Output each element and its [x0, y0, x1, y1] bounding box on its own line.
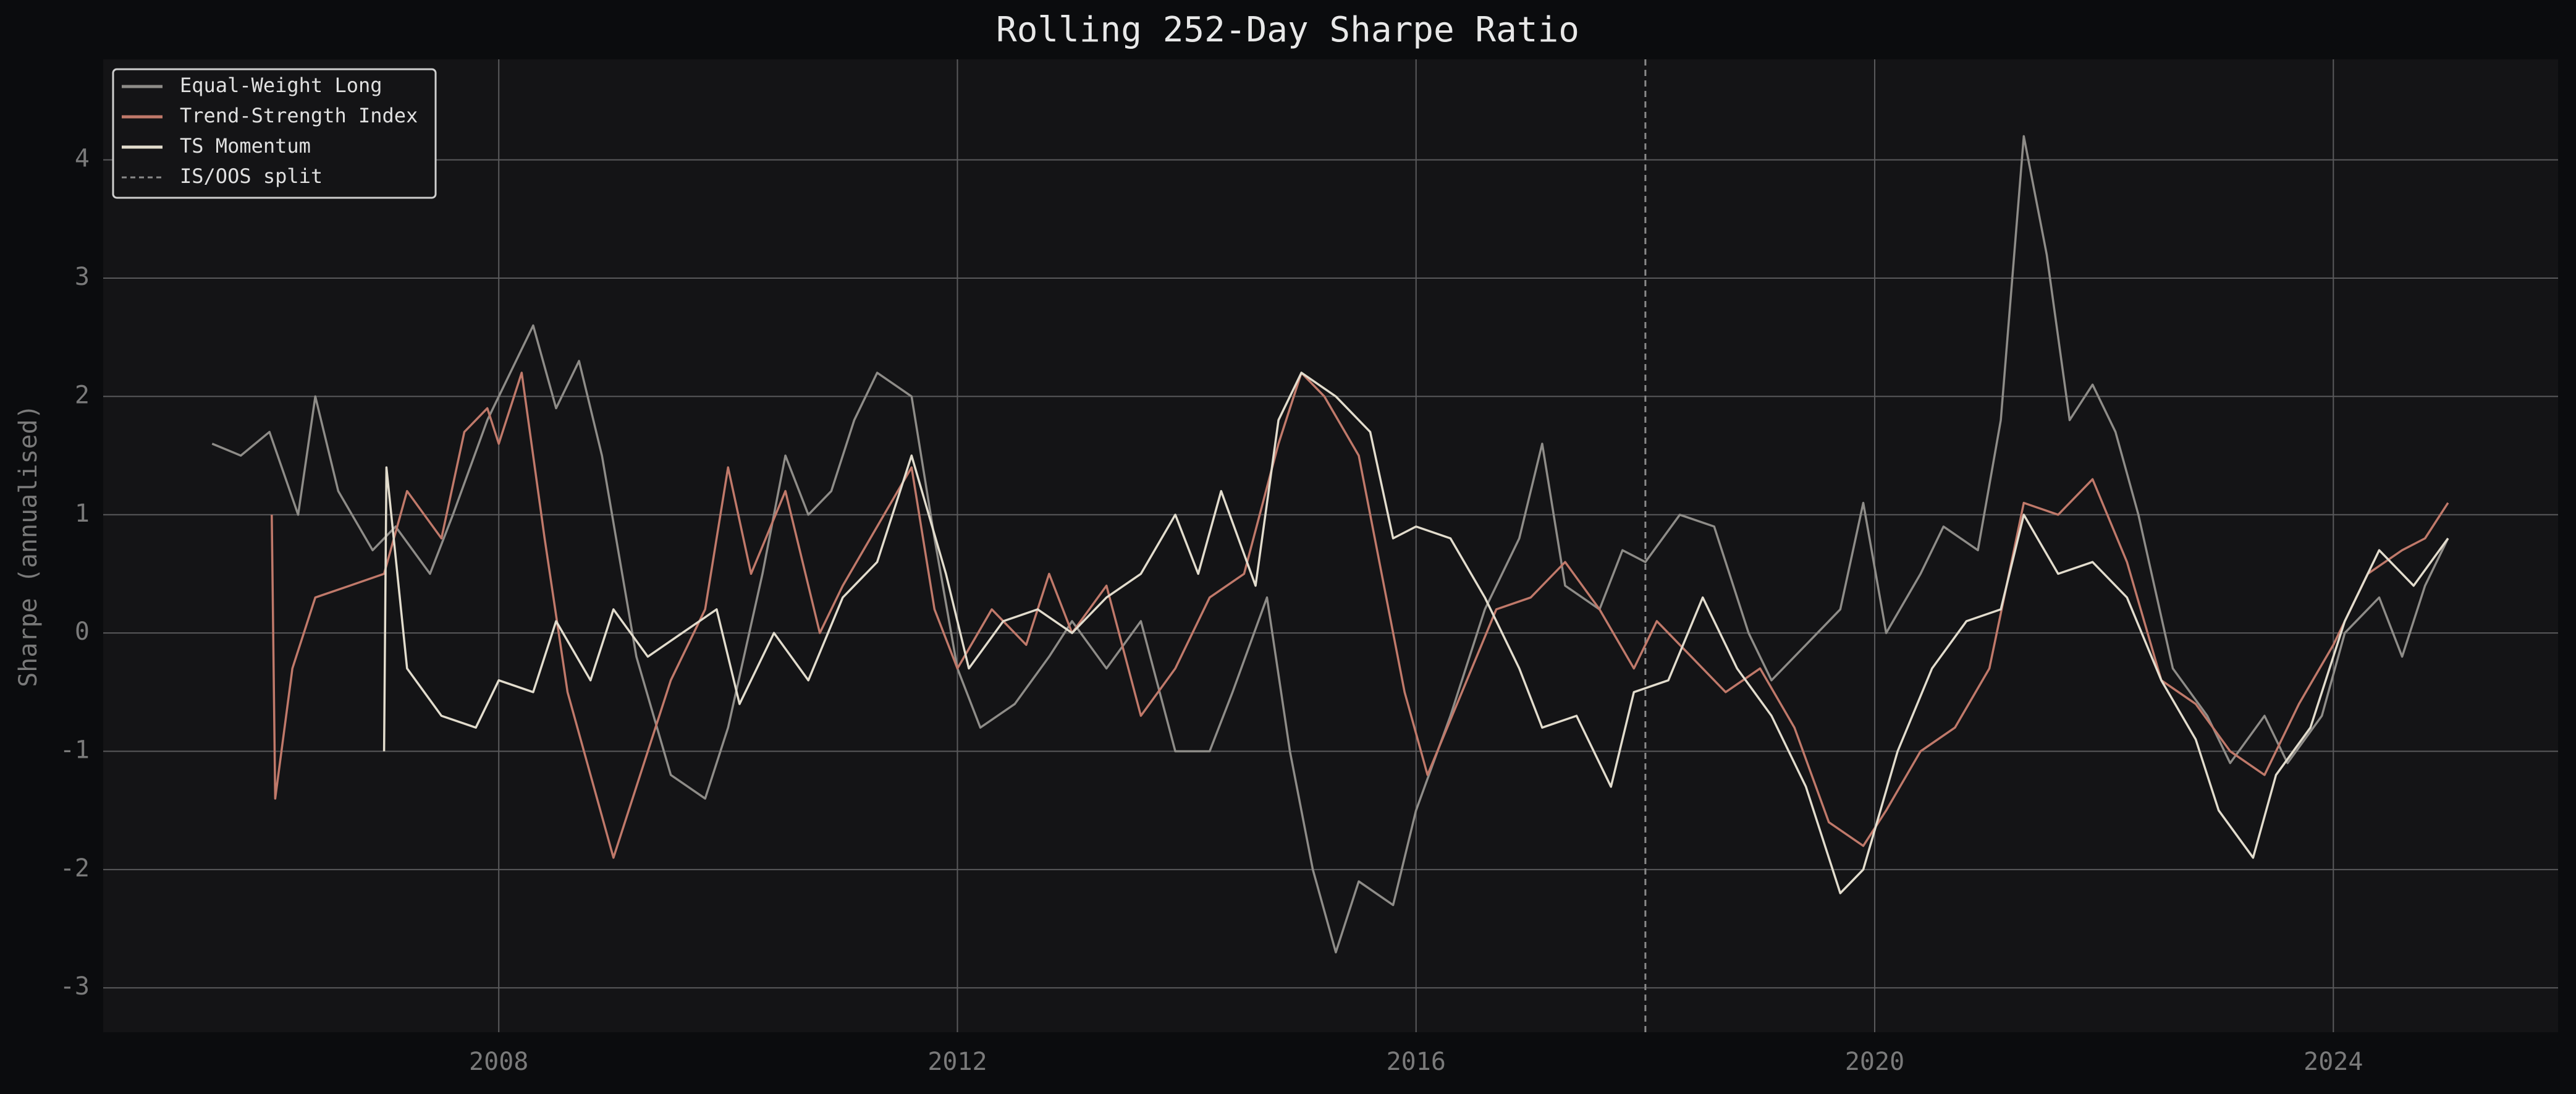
x-tick-label: 2016 — [1387, 1048, 1446, 1076]
y-tick-label: 4 — [75, 145, 90, 173]
x-tick-label: 2024 — [2304, 1048, 2363, 1076]
y-tick-label: -2 — [60, 854, 90, 883]
y-tick-label: 0 — [75, 617, 90, 646]
y-tick-label: 1 — [75, 499, 90, 528]
legend-label: Equal-Weight Long — [180, 74, 382, 97]
legend-label: TS Momentum — [180, 134, 311, 158]
y-tick-label: -1 — [60, 736, 90, 765]
series-line — [271, 371, 2449, 859]
plot-area — [103, 59, 2558, 1032]
x-tick-label: 2008 — [469, 1048, 528, 1076]
chart-title: Rolling 252-Day Sharpe Ratio — [996, 10, 1579, 50]
y-tick-label: -3 — [60, 972, 90, 1001]
y-tick-label: 2 — [75, 381, 90, 409]
legend-label: Trend-Strength Index — [180, 104, 418, 127]
series-line — [211, 135, 2449, 954]
x-tick-label: 2020 — [1845, 1048, 1904, 1076]
x-tick-label: 2012 — [927, 1048, 987, 1076]
y-tick-label: 3 — [75, 263, 90, 291]
legend-box — [112, 68, 437, 199]
y-axis-label: Sharpe (annualised) — [14, 404, 43, 687]
legend-label: IS/OOS split — [180, 164, 323, 188]
series-line — [382, 371, 2449, 894]
